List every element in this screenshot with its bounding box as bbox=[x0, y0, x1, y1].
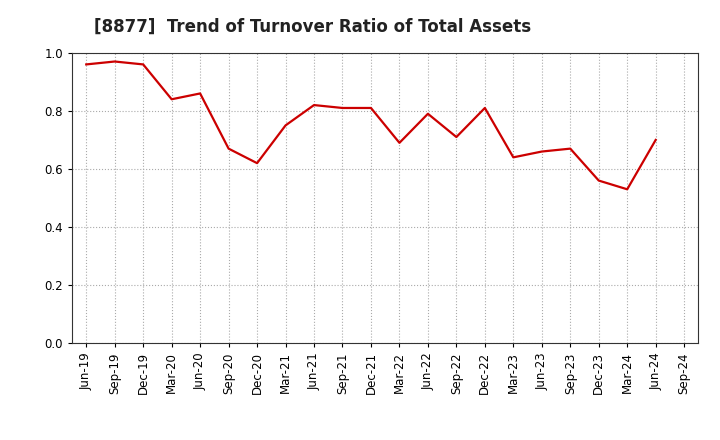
Text: [8877]  Trend of Turnover Ratio of Total Assets: [8877] Trend of Turnover Ratio of Total … bbox=[94, 18, 531, 36]
